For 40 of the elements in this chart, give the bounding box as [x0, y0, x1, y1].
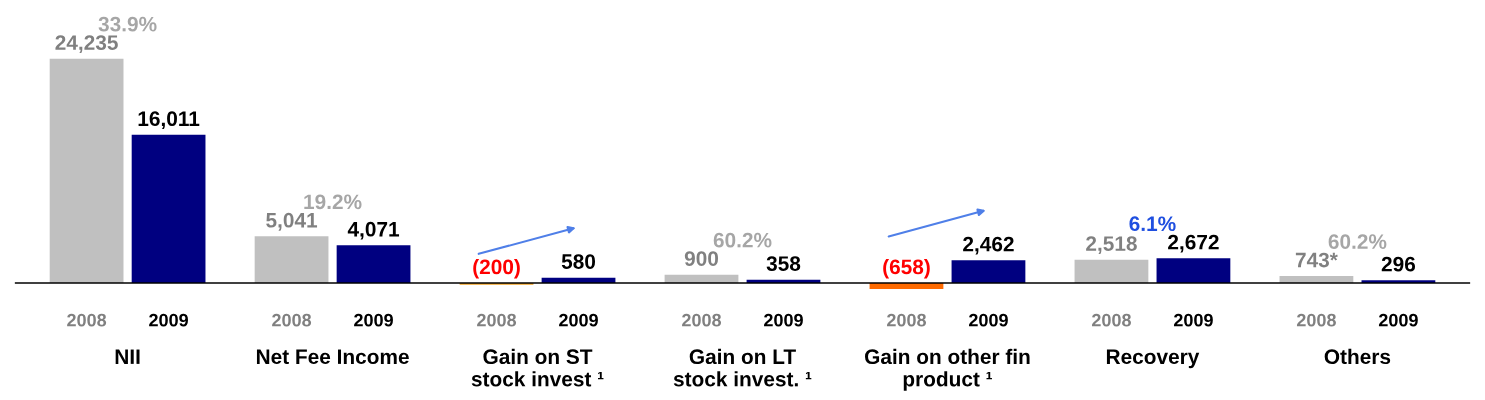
data-label: 900	[684, 251, 719, 266]
text: 2009	[559, 313, 598, 327]
x-tick-label: Gain on ST stock invest ¹	[471, 348, 604, 387]
text: 2009	[1173, 313, 1213, 327]
data-label: 743*	[1295, 252, 1338, 268]
x-tick-label: NII	[115, 349, 140, 364]
text: 2008	[682, 313, 722, 327]
data-label: 580	[561, 254, 596, 269]
x-tick-label: Others	[1324, 348, 1391, 365]
text: 2008	[1091, 313, 1131, 327]
text: 2008	[67, 313, 107, 327]
data-label: 24,235	[55, 35, 118, 53]
annotation: 6.1%	[1129, 216, 1176, 232]
data-label: (658)	[883, 258, 930, 279]
series-label: 2008	[887, 313, 927, 327]
data-label: 5,041	[266, 212, 318, 231]
data-label: 4,071	[347, 221, 400, 240]
text: 2009	[354, 313, 393, 327]
x-tick-label: Net Fee Income	[256, 349, 409, 365]
x-tick-label: Recovery	[1106, 349, 1200, 369]
series-label: 2009	[149, 313, 188, 327]
data-label: 2,462	[963, 236, 1014, 255]
text: 2008	[272, 313, 312, 327]
text: 2008	[1296, 313, 1336, 327]
text: 33.9%	[98, 16, 157, 32]
annotation: 60.2%	[713, 232, 772, 248]
data-label: 358	[766, 256, 801, 271]
text: 2009	[969, 313, 1008, 327]
data-label: 16,011	[138, 111, 200, 130]
data-label: 2,518	[1086, 236, 1137, 254]
x-tick-label: Gain on LT stock invest. ¹	[673, 348, 812, 387]
annotation: 60.2%	[1328, 234, 1387, 249]
text: 2008	[477, 313, 517, 327]
text: 2009	[1378, 313, 1418, 327]
data-label: (200)	[473, 258, 520, 279]
data-label: 296	[1381, 256, 1416, 272]
data-label: 2,672	[1168, 234, 1219, 253]
annotation: 19.2%	[304, 194, 362, 210]
text: 2009	[764, 313, 803, 327]
x-tick-label: Gain on other fin product ¹	[865, 348, 1030, 391]
